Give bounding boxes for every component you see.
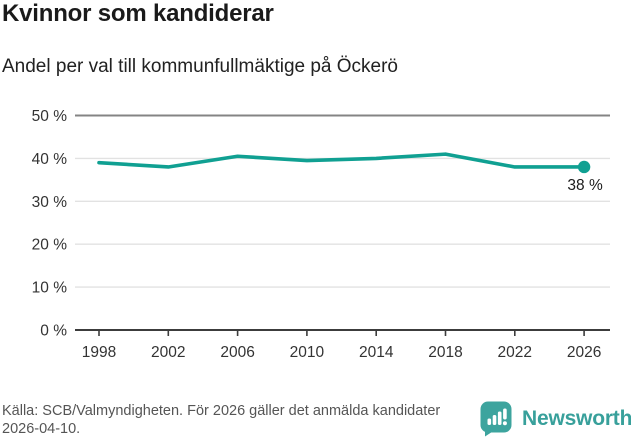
x-tick-label: 1998 xyxy=(82,344,116,361)
x-tick-label: 2014 xyxy=(359,344,394,361)
chart-title: Kvinnor som kandiderar xyxy=(2,0,274,27)
chart-subtitle: Andel per val till kommunfullmäktige på … xyxy=(2,56,399,77)
x-tick-label: 2010 xyxy=(290,344,325,361)
y-tick-label: 50 % xyxy=(32,108,68,125)
x-tick-label: 2022 xyxy=(498,344,532,361)
y-tick-label: 0 % xyxy=(40,323,67,340)
y-tick-label: 10 % xyxy=(32,280,68,297)
x-tick-label: 2026 xyxy=(567,344,601,361)
x-tick-label: 2006 xyxy=(220,344,254,361)
y-tick-label: 20 % xyxy=(32,237,68,254)
source-note: Källa: SCB/Valmyndigheten. För 2026 gäll… xyxy=(2,403,441,438)
data-line xyxy=(97,152,586,169)
newsworthy-icon xyxy=(480,401,512,437)
x-tick-label: 2018 xyxy=(428,344,462,361)
y-tick-label: 40 % xyxy=(32,151,68,168)
x-tick-label: 2002 xyxy=(151,344,185,361)
y-tick-label: 30 % xyxy=(32,194,68,211)
end-point xyxy=(577,160,591,174)
newsworthy-logo-link[interactable]: Newsworthy xyxy=(479,400,631,437)
newsworthy-wordmark: Newsworthy xyxy=(522,406,631,430)
end-point-label: 38 % xyxy=(567,177,603,194)
